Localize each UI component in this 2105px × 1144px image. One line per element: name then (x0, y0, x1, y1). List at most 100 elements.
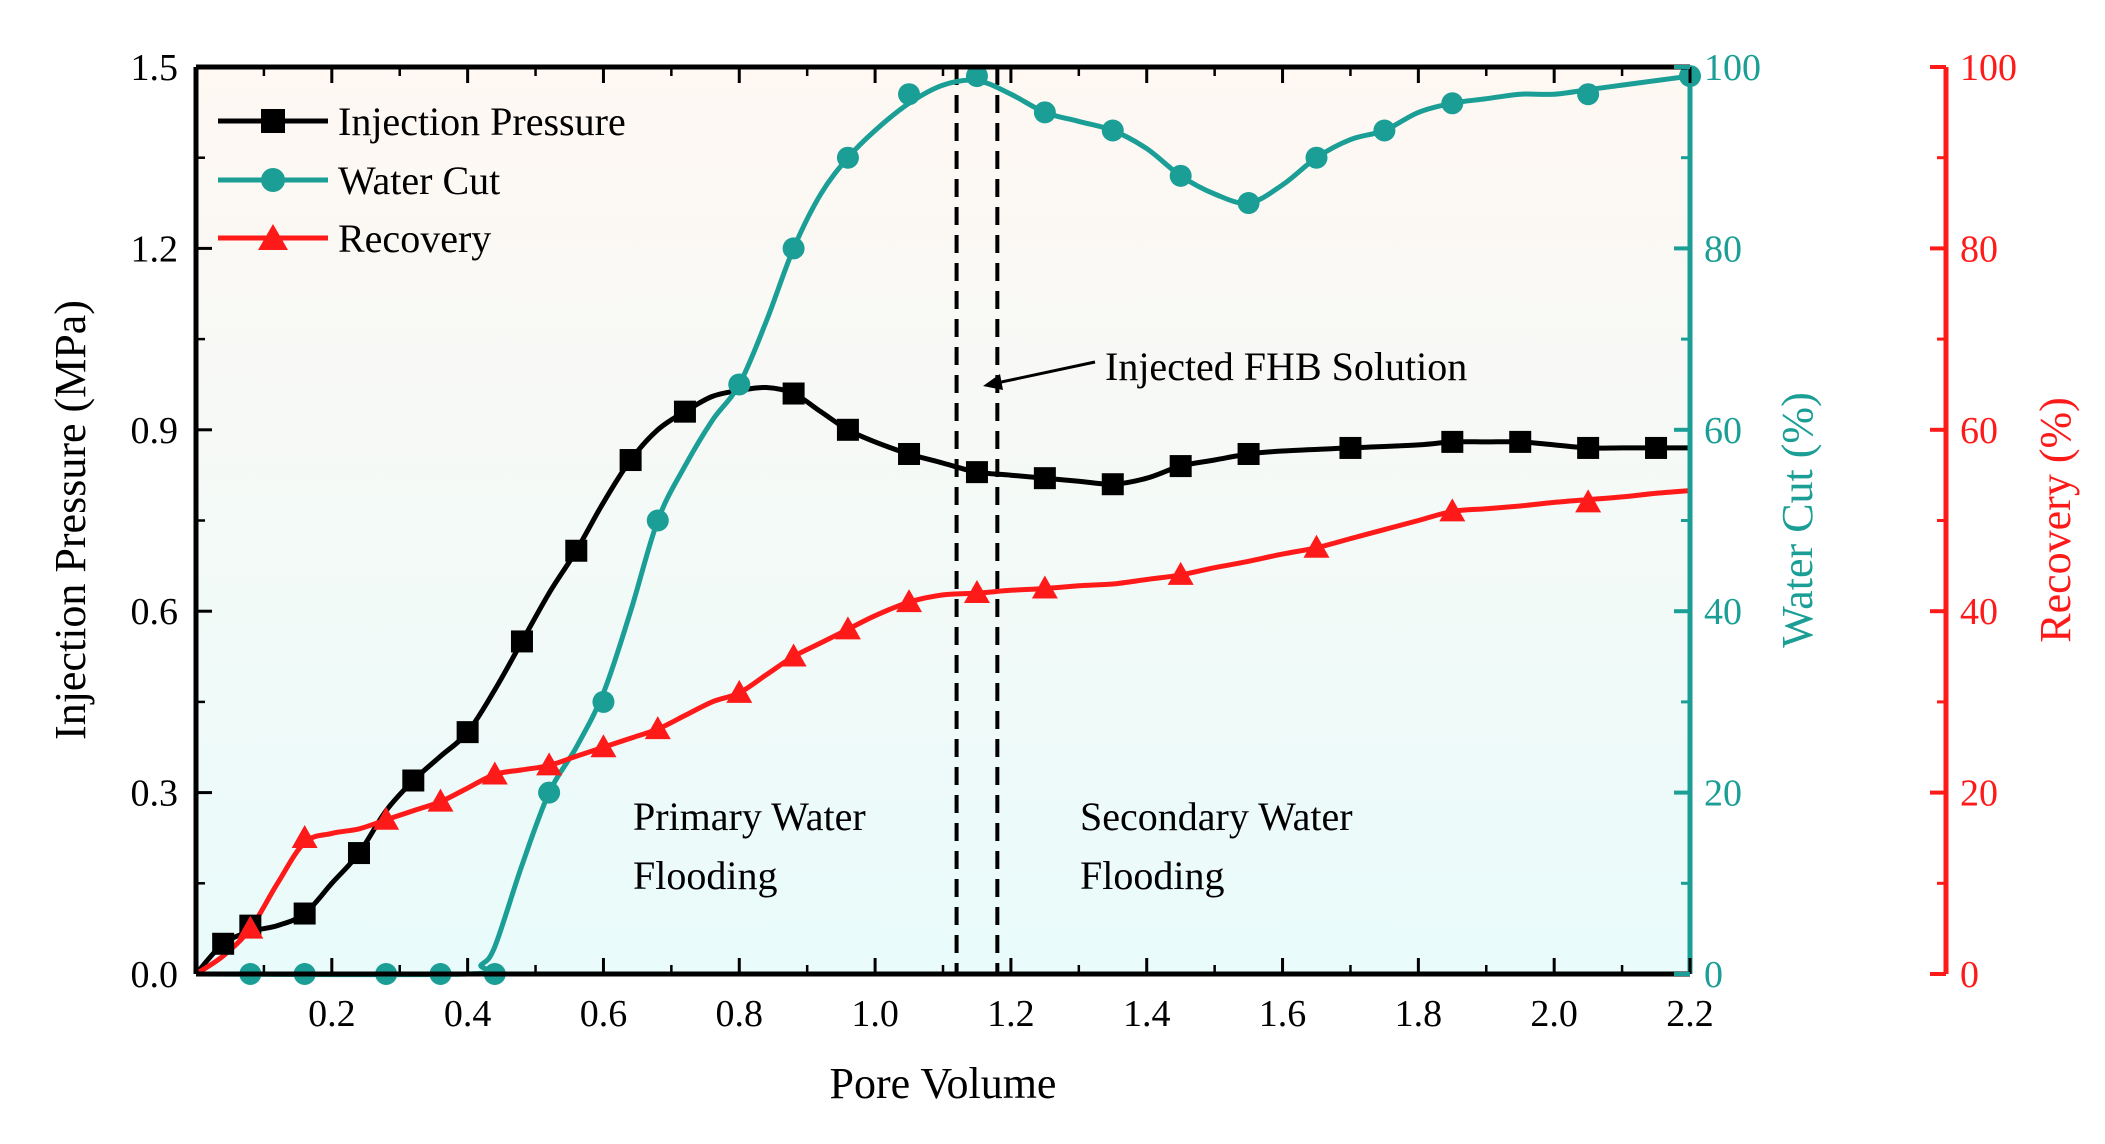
data-point-water-cut (836, 146, 859, 169)
x-tick-label: 0.2 (308, 993, 356, 1035)
data-point-water-cut (538, 781, 561, 804)
data-point-injection-pressure (836, 418, 859, 441)
legend-item-recovery: Recovery (218, 216, 491, 261)
water-cut-axis-tick-label: 0 (1704, 954, 1723, 996)
data-point-recovery (1575, 489, 1602, 513)
data-point-water-cut (965, 65, 988, 88)
data-point-recovery (1439, 498, 1466, 522)
legend-marker-injection-pressure (261, 109, 285, 133)
water-cut-axis-tick-label: 40 (1704, 591, 1742, 633)
left-y-tick-label: 0.9 (131, 410, 179, 452)
data-point-injection-pressure (619, 449, 642, 472)
data-point-recovery (481, 761, 508, 785)
legend-label-water-cut: Water Cut (338, 158, 500, 203)
legend: Injection Pressure Water Cut Recovery (218, 99, 626, 261)
data-point-recovery (427, 788, 454, 812)
data-point-injection-pressure (510, 630, 533, 653)
data-point-water-cut (898, 83, 921, 106)
data-point-injection-pressure (782, 382, 805, 405)
data-point-injection-pressure (1509, 430, 1532, 453)
x-tick-label: 1.4 (1123, 993, 1171, 1035)
data-point-injection-pressure (898, 442, 921, 465)
recovery-axis-tick-label: 0 (1960, 954, 1979, 996)
data-point-recovery (780, 643, 807, 667)
data-point-water-cut (1305, 146, 1328, 169)
data-point-injection-pressure (347, 842, 370, 865)
legend-label-recovery: Recovery (338, 216, 491, 261)
data-point-injection-pressure (1645, 436, 1668, 459)
data-point-recovery (536, 752, 563, 776)
plot-area-background (196, 67, 1690, 974)
data-point-recovery (963, 580, 990, 604)
water-cut-axis-tick-label: 20 (1704, 773, 1742, 815)
data-point-water-cut (1033, 101, 1056, 124)
data-point-injection-pressure (1101, 473, 1124, 496)
data-point-recovery (1031, 575, 1058, 599)
water-cut-axis-title: Water Cut (%) (1773, 392, 1822, 647)
x-axis-title: Pore Volume (830, 1059, 1057, 1108)
left-y-tick-label: 0.0 (131, 954, 179, 996)
x-tick-label: 2.2 (1666, 993, 1714, 1035)
data-point-injection-pressure (456, 721, 479, 744)
recovery-axis-tick-label: 60 (1960, 410, 1998, 452)
legend-item-injection-pressure: Injection Pressure (218, 99, 626, 144)
data-point-injection-pressure (1339, 436, 1362, 459)
data-point-injection-pressure (565, 539, 588, 562)
water-cut-axis-tick-label: 60 (1704, 410, 1742, 452)
recovery-axis-title: Recovery (%) (2031, 397, 2080, 643)
annotation-primary-line1: Primary Water (633, 794, 866, 839)
data-point-water-cut (592, 690, 615, 713)
annotation-secondary-line1: Secondary Water (1080, 794, 1353, 839)
legend-item-water-cut: Water Cut (218, 158, 500, 203)
data-point-water-cut (1237, 192, 1260, 215)
left-axis-title: Injection Pressure (MPa) (46, 300, 95, 740)
data-point-water-cut (782, 237, 805, 260)
recovery-axis-tick-label: 40 (1960, 591, 1998, 633)
data-point-recovery (590, 734, 617, 758)
data-point-injection-pressure (1033, 467, 1056, 490)
annotation-arrow-shaft (991, 360, 1096, 386)
data-point-water-cut (1101, 119, 1124, 142)
data-point-recovery (373, 806, 400, 830)
data-point-recovery (291, 824, 318, 848)
data-point-recovery (896, 589, 923, 613)
x-tick-label: 2.0 (1530, 993, 1578, 1035)
x-tick-label: 0.4 (444, 993, 492, 1035)
left-y-tick-label: 0.3 (131, 773, 179, 815)
annotation-secondary-line2: Flooding (1080, 853, 1224, 898)
x-tick-label: 0.8 (716, 993, 764, 1035)
water-cut-axis-tick-label: 100 (1704, 47, 1761, 89)
x-tick-label: 1.0 (851, 993, 899, 1035)
data-point-recovery (237, 915, 264, 939)
left-y-tick-label: 1.5 (131, 47, 179, 89)
data-point-injection-pressure (1237, 442, 1260, 465)
data-point-injection-pressure (212, 932, 235, 955)
x-tick-label: 1.2 (987, 993, 1035, 1035)
data-point-injection-pressure (402, 769, 425, 792)
recovery-axis-tick-label: 20 (1960, 773, 1998, 815)
annotation-injected-fhb: Injected FHB Solution (1105, 344, 1467, 389)
data-point-recovery (834, 616, 861, 640)
data-point-injection-pressure (293, 902, 316, 925)
series-line-recovery (194, 488, 1691, 977)
legend-marker-water-cut (261, 168, 285, 192)
data-point-water-cut (646, 509, 669, 532)
data-point-water-cut (1373, 119, 1396, 142)
data-point-water-cut (728, 373, 751, 396)
recovery-axis-tick-label: 100 (1960, 47, 2017, 89)
data-point-injection-pressure (1577, 436, 1600, 459)
data-point-injection-pressure (673, 400, 696, 423)
legend-marker-recovery (258, 224, 288, 250)
left-y-tick-label: 1.2 (131, 228, 179, 270)
data-point-water-cut (1577, 83, 1600, 106)
data-point-recovery (1303, 534, 1330, 558)
data-point-injection-pressure (965, 461, 988, 484)
data-point-recovery (726, 679, 753, 703)
left-y-tick-label: 0.6 (131, 591, 179, 633)
data-point-water-cut (1441, 92, 1464, 115)
water-cut-axis-tick-label: 80 (1704, 228, 1742, 270)
x-tick-label: 0.6 (580, 993, 628, 1035)
x-tick-label: 1.8 (1395, 993, 1443, 1035)
recovery-axis-tick-label: 80 (1960, 228, 1998, 270)
